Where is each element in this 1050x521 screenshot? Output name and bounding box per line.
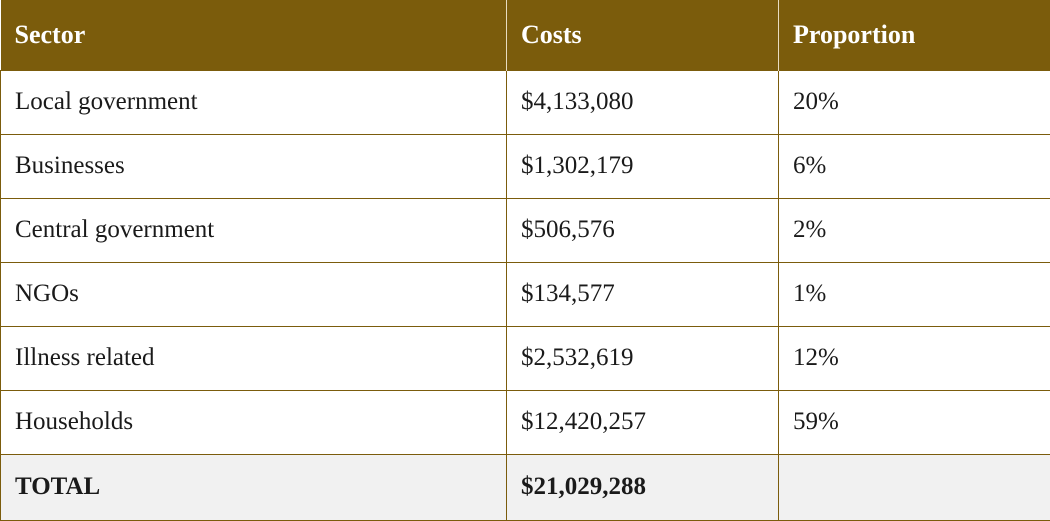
total-proportion bbox=[779, 454, 1050, 520]
table-row: Illness related $2,532,619 12% bbox=[1, 326, 1050, 390]
table-row: NGOs $134,577 1% bbox=[1, 262, 1050, 326]
cell-proportion: 20% bbox=[779, 70, 1050, 134]
total-costs: $21,029,288 bbox=[507, 454, 779, 520]
table-body: Local government $4,133,080 20% Business… bbox=[1, 70, 1050, 520]
table-row: Central government $506,576 2% bbox=[1, 198, 1050, 262]
cell-sector: Central government bbox=[1, 198, 507, 262]
cell-costs: $506,576 bbox=[507, 198, 779, 262]
cell-sector: Local government bbox=[1, 70, 507, 134]
cell-proportion: 1% bbox=[779, 262, 1050, 326]
table-row: Households $12,420,257 59% bbox=[1, 390, 1050, 454]
table-row: Businesses $1,302,179 6% bbox=[1, 134, 1050, 198]
cell-costs: $2,532,619 bbox=[507, 326, 779, 390]
cell-costs: $4,133,080 bbox=[507, 70, 779, 134]
total-label: TOTAL bbox=[1, 454, 507, 520]
table-header: Sector Costs Proportion bbox=[1, 0, 1050, 70]
cell-proportion: 2% bbox=[779, 198, 1050, 262]
header-proportion: Proportion bbox=[779, 0, 1050, 70]
cell-sector: NGOs bbox=[1, 262, 507, 326]
header-row: Sector Costs Proportion bbox=[1, 0, 1050, 70]
cell-sector: Illness related bbox=[1, 326, 507, 390]
header-costs: Costs bbox=[507, 0, 779, 70]
cell-sector: Businesses bbox=[1, 134, 507, 198]
cell-costs: $134,577 bbox=[507, 262, 779, 326]
header-sector: Sector bbox=[1, 0, 507, 70]
table-row: Local government $4,133,080 20% bbox=[1, 70, 1050, 134]
cell-costs: $1,302,179 bbox=[507, 134, 779, 198]
cell-proportion: 6% bbox=[779, 134, 1050, 198]
total-row: TOTAL $21,029,288 bbox=[1, 454, 1050, 520]
cell-proportion: 59% bbox=[779, 390, 1050, 454]
cell-proportion: 12% bbox=[779, 326, 1050, 390]
cell-costs: $12,420,257 bbox=[507, 390, 779, 454]
cell-sector: Households bbox=[1, 390, 507, 454]
